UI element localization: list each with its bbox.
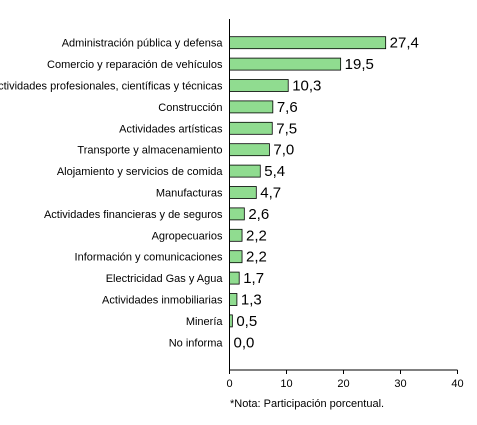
data-label: 4,7 — [260, 185, 281, 202]
category-label: Actividades artísticas — [119, 123, 223, 135]
category-label: Comercio y reparación de vehículos — [47, 59, 223, 71]
bar — [229, 271, 240, 285]
x-tick-label: 20 — [337, 378, 349, 390]
x-tick-label: 30 — [394, 378, 406, 390]
data-label: 0,5 — [236, 313, 257, 330]
x-tick-label: 0 — [226, 378, 232, 390]
bar — [229, 121, 273, 135]
bar — [229, 57, 342, 71]
category-label: Manufacturas — [156, 188, 223, 200]
bar — [229, 293, 238, 306]
category-label: Actividades profesionales, científicas y… — [0, 81, 223, 93]
category-label: Agropecuarios — [152, 230, 223, 242]
category-label: Información y comunicaciones — [75, 252, 223, 264]
data-label: 7,0 — [273, 142, 294, 159]
bar — [229, 207, 245, 221]
chart-note: *Nota: Participación porcentual. — [230, 398, 384, 410]
data-label: 2,6 — [248, 206, 269, 223]
data-label: 10,3 — [292, 78, 321, 95]
data-label: 0,0 — [234, 334, 255, 351]
data-label: 1,3 — [241, 292, 262, 309]
x-tick-label: 10 — [280, 378, 292, 390]
data-label: 2,2 — [246, 249, 267, 266]
data-label: 2,2 — [246, 227, 267, 244]
x-tick-label: 40 — [451, 378, 463, 390]
category-label: Alojamiento y servicios de comida — [57, 166, 224, 178]
data-label: 27,4 — [390, 35, 419, 52]
bar — [229, 186, 257, 199]
category-label: Transporte y almacenamiento — [77, 145, 222, 157]
bar — [229, 100, 274, 114]
data-label: 19,5 — [345, 56, 374, 73]
category-label: Actividades financieras y de seguros — [44, 209, 223, 221]
bar — [229, 164, 261, 178]
bar — [229, 250, 243, 264]
category-label: Construcción — [158, 102, 222, 114]
category-label: No informa — [169, 337, 224, 349]
bar — [229, 143, 270, 157]
bar — [229, 36, 387, 50]
data-label: 7,5 — [276, 120, 297, 137]
data-label: 7,6 — [277, 99, 298, 116]
category-label: Actividades inmobiliarias — [102, 295, 223, 307]
category-label: Minería — [186, 316, 224, 328]
data-label: 1,7 — [243, 270, 264, 287]
bar — [229, 79, 289, 92]
bar — [229, 228, 243, 242]
category-label: Electricidad Gas y Agua — [106, 273, 224, 285]
category-label: Administración pública y defensa — [62, 38, 224, 50]
data-label: 5,4 — [264, 163, 285, 180]
